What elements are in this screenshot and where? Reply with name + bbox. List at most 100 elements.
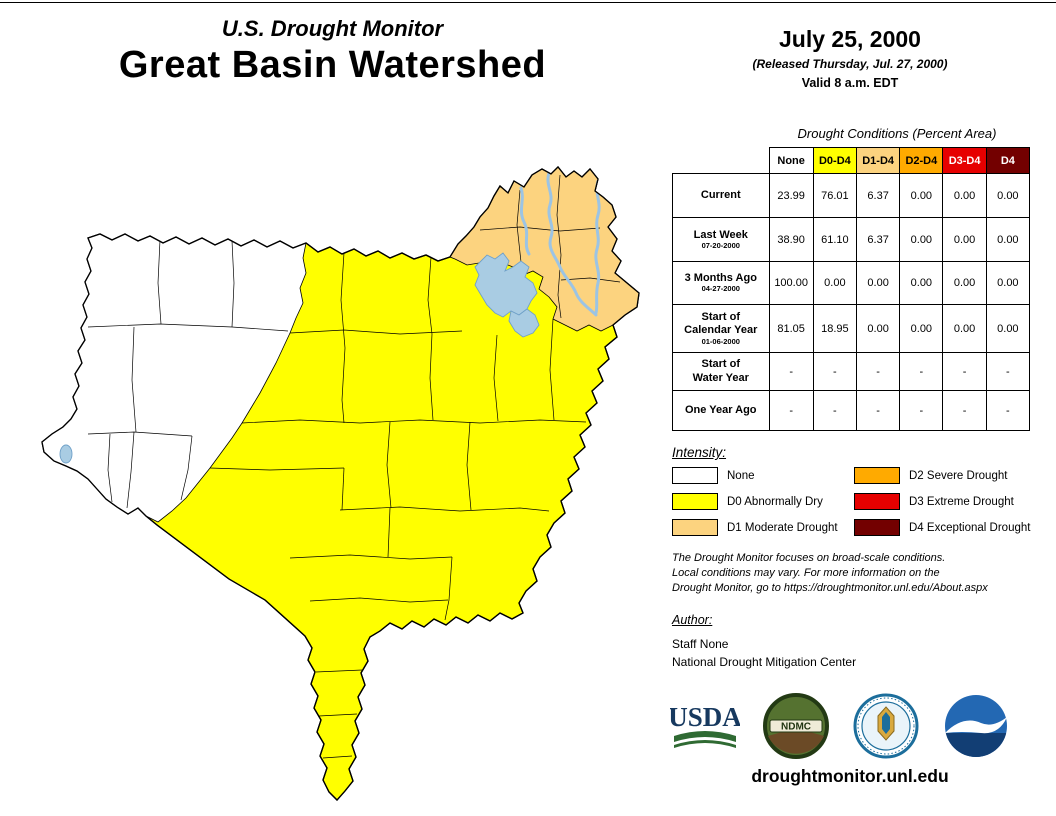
legend-swatch-d0	[672, 493, 718, 510]
legend-item-d1: D1 Moderate Drought	[672, 518, 838, 537]
legend-item-none: None	[672, 466, 755, 485]
disclaimer-text: The Drought Monitor focuses on broad-sca…	[672, 552, 988, 594]
legend-swatch-d4	[854, 519, 900, 536]
table-cell: 0.00	[985, 173, 1031, 218]
ndmc-banner	[769, 719, 823, 733]
ndmc-logo-text: NDMC	[781, 722, 811, 733]
watershed-outline	[41, 166, 640, 801]
legend-label: D2 Severe Drought	[909, 469, 1008, 482]
legend-swatch-d3	[854, 493, 900, 510]
table-cell: 38.90	[768, 217, 814, 262]
table-cell: -	[899, 390, 944, 431]
author-heading: Author:	[672, 613, 713, 627]
column-header-d4: D4	[985, 147, 1031, 174]
table-cell: 0.00	[899, 217, 944, 262]
table-cell: 0.00	[899, 304, 944, 353]
row-label: 3 Months Ago	[684, 272, 757, 285]
usda-logo: USDA	[668, 700, 742, 756]
legend-swatch-none	[672, 467, 718, 484]
table-cell: 0.00	[985, 261, 1031, 305]
walker-lake	[59, 444, 73, 464]
usda-swoosh	[674, 731, 736, 742]
row-sublabel: 04-27-2000	[701, 284, 740, 294]
intensity-heading: Intensity:	[672, 445, 727, 460]
program-title: U.S. Drought Monitor	[221, 16, 444, 41]
legend-label: D4 Exceptional Drought	[909, 521, 1031, 534]
table-cell: 18.95	[812, 304, 858, 353]
commerce-seal-logo	[852, 692, 920, 760]
noaa-logo	[942, 692, 1010, 760]
footer-url: droughtmonitor.unl.edu	[751, 766, 949, 786]
table-cell: -	[942, 390, 987, 431]
release-date: (Released Thursday, Jul. 27, 2000)	[752, 57, 948, 71]
valid-time: Valid 8 a.m. EDT	[801, 76, 899, 90]
commerce-seal-dots	[857, 697, 915, 755]
table-cell: 0.00	[942, 217, 987, 262]
table-cell: 0.00	[942, 173, 987, 218]
table-cell: 81.05	[768, 304, 814, 353]
table-cell: -	[985, 390, 1031, 431]
page-title: Great Basin Watershed	[118, 44, 547, 86]
table-cell: 0.00	[942, 261, 987, 305]
table-cell: 0.00	[855, 261, 901, 305]
usda-logo-text: USDA	[670, 702, 740, 732]
watershed-map	[41, 166, 640, 801]
legend-label: D1 Moderate Drought	[727, 521, 838, 534]
drought-conditions-table: None D0-D4 D1-D4 D2-D4 D3-D4 D4 Current …	[672, 147, 1031, 431]
table-cell: 76.01	[812, 173, 858, 218]
table-cell: 0.00	[899, 173, 944, 218]
legend-item-d0: D0 Abnormally Dry	[672, 492, 823, 511]
table-cell: -	[985, 352, 1031, 391]
table-cell: 100.00	[768, 261, 814, 305]
table-row-current: Current 23.99 76.01 6.37 0.00 0.00 0.00	[672, 173, 1031, 218]
row-sublabel: 07-20-2000	[701, 240, 740, 250]
utah-lake	[508, 308, 540, 338]
legend-item-d2: D2 Severe Drought	[854, 466, 1007, 485]
table-cell: 0.00	[812, 261, 858, 305]
table-cell: 0.00	[942, 304, 987, 353]
table-row-3-months-ago: 3 Months Ago 04-27-2000 100.00 0.00 0.00 …	[672, 261, 1031, 305]
row-label: Start of Water Year	[692, 358, 749, 384]
column-header-d0d4: D0-D4	[812, 147, 858, 174]
author-name: Staff None	[672, 637, 729, 651]
ndmc-earth	[768, 728, 824, 754]
noaa-seagull	[945, 717, 1007, 734]
column-header-d2d4: D2-D4	[899, 147, 944, 174]
row-label: Start of Calendar Year	[684, 311, 758, 337]
ndmc-logo: NDMC	[762, 692, 830, 760]
legend-item-d4: D4 Exceptional Drought	[854, 518, 1030, 537]
column-header-d3d4: D3-D4	[942, 147, 987, 174]
table-cell: 0.00	[985, 217, 1031, 262]
table-row-last-week: Last Week 07-20-2000 38.90 61.10 6.37 0.0…	[672, 217, 1031, 262]
legend-label: None	[727, 469, 755, 482]
row-label: Current	[700, 188, 741, 201]
table-title: Drought Conditions (Percent Area)	[797, 126, 997, 141]
table-cell: -	[899, 352, 944, 391]
column-header-none: None	[768, 147, 814, 174]
bear-river	[519, 171, 601, 317]
legend-swatch-d2	[854, 467, 900, 484]
table-cell: 0.00	[899, 261, 944, 305]
row-label: One Year Ago	[685, 403, 757, 416]
table-cell: 6.37	[855, 217, 901, 262]
table-cell: -	[812, 352, 858, 391]
map-date: July 25, 2000	[779, 26, 921, 52]
legend-label: D3 Extreme Drought	[909, 495, 1014, 508]
table-cell: 6.37	[855, 173, 901, 218]
county-boundary-lines	[87, 174, 621, 759]
legend-swatch-d1	[672, 519, 718, 536]
table-row-start-calendar-year: Start of Calendar Year 01-06-2000 81.05 1…	[672, 304, 1031, 353]
legend-item-d3: D3 Extreme Drought	[854, 492, 1014, 511]
great-salt-lake	[474, 252, 538, 318]
row-label: Last Week	[693, 228, 748, 241]
table-cell: 0.00	[985, 304, 1031, 353]
top-border-rule	[0, 2, 1056, 3]
table-cell: -	[855, 390, 901, 431]
table-cell: -	[855, 352, 901, 391]
noaa-ocean	[945, 733, 1007, 757]
author-organization: National Drought Mitigation Center	[672, 655, 857, 669]
table-cell: -	[942, 352, 987, 391]
table-cell: 23.99	[768, 173, 814, 218]
commerce-eagle	[882, 712, 890, 734]
